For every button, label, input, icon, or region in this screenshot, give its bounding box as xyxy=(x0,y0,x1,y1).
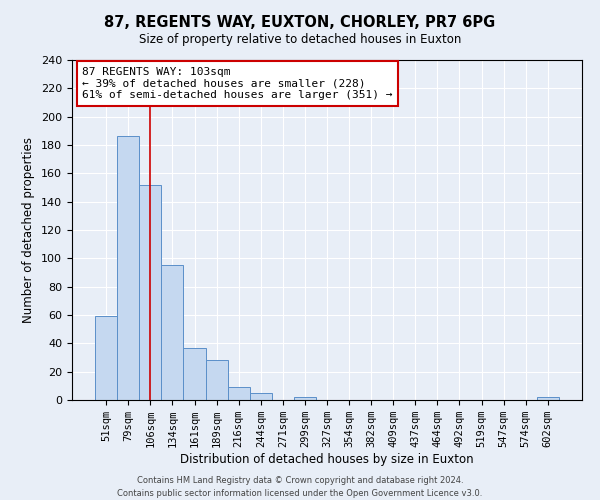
X-axis label: Distribution of detached houses by size in Euxton: Distribution of detached houses by size … xyxy=(180,453,474,466)
Text: 87, REGENTS WAY, EUXTON, CHORLEY, PR7 6PG: 87, REGENTS WAY, EUXTON, CHORLEY, PR7 6P… xyxy=(104,15,496,30)
Y-axis label: Number of detached properties: Number of detached properties xyxy=(22,137,35,323)
Bar xyxy=(206,360,227,400)
Bar xyxy=(227,387,250,400)
Bar xyxy=(537,397,559,400)
Bar xyxy=(117,136,139,400)
Bar xyxy=(250,393,272,400)
Bar xyxy=(161,266,184,400)
Bar xyxy=(294,397,316,400)
Text: 87 REGENTS WAY: 103sqm
← 39% of detached houses are smaller (228)
61% of semi-de: 87 REGENTS WAY: 103sqm ← 39% of detached… xyxy=(82,67,392,100)
Bar xyxy=(184,348,206,400)
Text: Contains HM Land Registry data © Crown copyright and database right 2024.
Contai: Contains HM Land Registry data © Crown c… xyxy=(118,476,482,498)
Bar xyxy=(95,316,117,400)
Bar xyxy=(139,184,161,400)
Text: Size of property relative to detached houses in Euxton: Size of property relative to detached ho… xyxy=(139,32,461,46)
